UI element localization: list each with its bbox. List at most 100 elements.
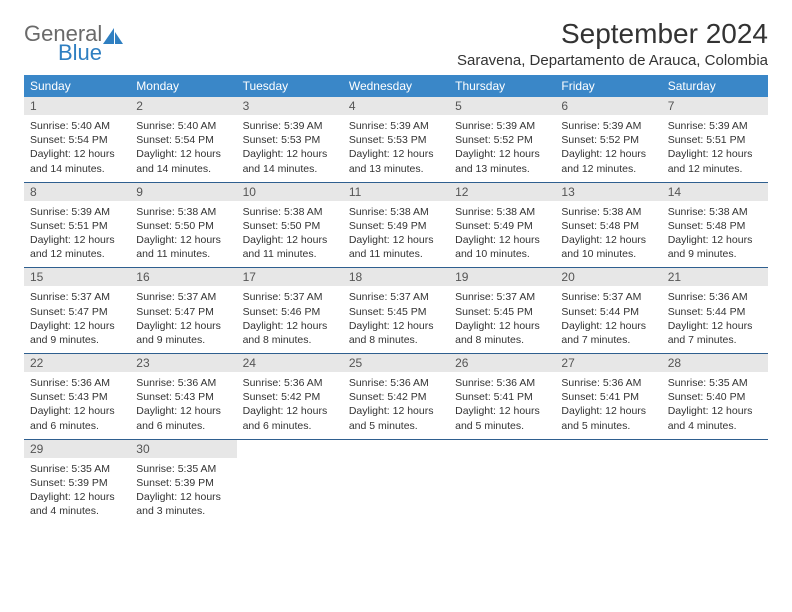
day-body: Sunrise: 5:39 AMSunset: 5:53 PMDaylight:…	[237, 115, 343, 182]
calendar-day-cell	[237, 439, 343, 524]
sunset-line: Sunset: 5:51 PM	[668, 133, 762, 147]
day-body: Sunrise: 5:39 AMSunset: 5:52 PMDaylight:…	[555, 115, 661, 182]
daylight-line: Daylight: 12 hours and 6 minutes.	[136, 404, 230, 432]
sunset-line: Sunset: 5:47 PM	[136, 305, 230, 319]
calendar-day-cell: 17Sunrise: 5:37 AMSunset: 5:46 PMDayligh…	[237, 268, 343, 354]
daylight-line: Daylight: 12 hours and 14 minutes.	[30, 147, 124, 175]
day-number: 28	[662, 354, 768, 372]
day-body: Sunrise: 5:37 AMSunset: 5:45 PMDaylight:…	[343, 286, 449, 353]
daylight-line: Daylight: 12 hours and 14 minutes.	[243, 147, 337, 175]
day-body: Sunrise: 5:40 AMSunset: 5:54 PMDaylight:…	[130, 115, 236, 182]
calendar-day-cell: 14Sunrise: 5:38 AMSunset: 5:48 PMDayligh…	[662, 182, 768, 268]
daylight-line: Daylight: 12 hours and 3 minutes.	[136, 490, 230, 518]
location: Saravena, Departamento de Arauca, Colomb…	[457, 52, 768, 69]
logo-text: General Blue	[24, 22, 102, 64]
day-number: 13	[555, 183, 661, 201]
calendar-day-cell: 26Sunrise: 5:36 AMSunset: 5:41 PMDayligh…	[449, 354, 555, 440]
calendar-day-cell: 1Sunrise: 5:40 AMSunset: 5:54 PMDaylight…	[24, 97, 130, 182]
day-body: Sunrise: 5:40 AMSunset: 5:54 PMDaylight:…	[24, 115, 130, 182]
day-number: 7	[662, 97, 768, 115]
calendar-day-cell: 20Sunrise: 5:37 AMSunset: 5:44 PMDayligh…	[555, 268, 661, 354]
daylight-line: Daylight: 12 hours and 7 minutes.	[561, 319, 655, 347]
day-body: Sunrise: 5:36 AMSunset: 5:43 PMDaylight:…	[130, 372, 236, 439]
sunset-line: Sunset: 5:45 PM	[455, 305, 549, 319]
daylight-line: Daylight: 12 hours and 12 minutes.	[561, 147, 655, 175]
weekday-header: Saturday	[662, 75, 768, 97]
sunset-line: Sunset: 5:45 PM	[349, 305, 443, 319]
day-body: Sunrise: 5:39 AMSunset: 5:53 PMDaylight:…	[343, 115, 449, 182]
sunset-line: Sunset: 5:53 PM	[243, 133, 337, 147]
sunset-line: Sunset: 5:40 PM	[668, 390, 762, 404]
sunset-line: Sunset: 5:50 PM	[136, 219, 230, 233]
calendar-day-cell: 5Sunrise: 5:39 AMSunset: 5:52 PMDaylight…	[449, 97, 555, 182]
calendar-day-cell: 16Sunrise: 5:37 AMSunset: 5:47 PMDayligh…	[130, 268, 236, 354]
sunrise-line: Sunrise: 5:38 AM	[561, 205, 655, 219]
sunrise-line: Sunrise: 5:38 AM	[455, 205, 549, 219]
sunset-line: Sunset: 5:52 PM	[455, 133, 549, 147]
sunset-line: Sunset: 5:43 PM	[30, 390, 124, 404]
day-body: Sunrise: 5:37 AMSunset: 5:44 PMDaylight:…	[555, 286, 661, 353]
weekday-header: Monday	[130, 75, 236, 97]
day-body: Sunrise: 5:36 AMSunset: 5:42 PMDaylight:…	[237, 372, 343, 439]
day-body: Sunrise: 5:36 AMSunset: 5:43 PMDaylight:…	[24, 372, 130, 439]
weekday-header: Tuesday	[237, 75, 343, 97]
sunrise-line: Sunrise: 5:36 AM	[668, 290, 762, 304]
weekday-header-row: SundayMondayTuesdayWednesdayThursdayFrid…	[24, 75, 768, 97]
day-number: 12	[449, 183, 555, 201]
sunset-line: Sunset: 5:50 PM	[243, 219, 337, 233]
calendar-day-cell: 3Sunrise: 5:39 AMSunset: 5:53 PMDaylight…	[237, 97, 343, 182]
daylight-line: Daylight: 12 hours and 4 minutes.	[30, 490, 124, 518]
day-number: 15	[24, 268, 130, 286]
day-body: Sunrise: 5:37 AMSunset: 5:47 PMDaylight:…	[130, 286, 236, 353]
day-body: Sunrise: 5:39 AMSunset: 5:52 PMDaylight:…	[449, 115, 555, 182]
day-number: 19	[449, 268, 555, 286]
sail-icon	[102, 26, 124, 51]
daylight-line: Daylight: 12 hours and 9 minutes.	[668, 233, 762, 261]
calendar-day-cell: 13Sunrise: 5:38 AMSunset: 5:48 PMDayligh…	[555, 182, 661, 268]
sunset-line: Sunset: 5:44 PM	[668, 305, 762, 319]
sunrise-line: Sunrise: 5:37 AM	[349, 290, 443, 304]
day-body: Sunrise: 5:35 AMSunset: 5:39 PMDaylight:…	[24, 458, 130, 525]
calendar-day-cell: 11Sunrise: 5:38 AMSunset: 5:49 PMDayligh…	[343, 182, 449, 268]
day-number: 5	[449, 97, 555, 115]
sunset-line: Sunset: 5:44 PM	[561, 305, 655, 319]
calendar-day-cell: 30Sunrise: 5:35 AMSunset: 5:39 PMDayligh…	[130, 439, 236, 524]
day-body: Sunrise: 5:38 AMSunset: 5:48 PMDaylight:…	[555, 201, 661, 268]
daylight-line: Daylight: 12 hours and 12 minutes.	[668, 147, 762, 175]
day-number: 17	[237, 268, 343, 286]
calendar-day-cell: 12Sunrise: 5:38 AMSunset: 5:49 PMDayligh…	[449, 182, 555, 268]
day-number: 26	[449, 354, 555, 372]
sunset-line: Sunset: 5:46 PM	[243, 305, 337, 319]
daylight-line: Daylight: 12 hours and 6 minutes.	[30, 404, 124, 432]
daylight-line: Daylight: 12 hours and 12 minutes.	[30, 233, 124, 261]
day-body: Sunrise: 5:38 AMSunset: 5:50 PMDaylight:…	[237, 201, 343, 268]
day-number: 11	[343, 183, 449, 201]
day-number: 6	[555, 97, 661, 115]
calendar-day-cell: 28Sunrise: 5:35 AMSunset: 5:40 PMDayligh…	[662, 354, 768, 440]
sunrise-line: Sunrise: 5:39 AM	[30, 205, 124, 219]
day-body: Sunrise: 5:38 AMSunset: 5:50 PMDaylight:…	[130, 201, 236, 268]
daylight-line: Daylight: 12 hours and 9 minutes.	[30, 319, 124, 347]
day-body: Sunrise: 5:37 AMSunset: 5:47 PMDaylight:…	[24, 286, 130, 353]
daylight-line: Daylight: 12 hours and 4 minutes.	[668, 404, 762, 432]
day-number: 4	[343, 97, 449, 115]
sunrise-line: Sunrise: 5:38 AM	[668, 205, 762, 219]
sunrise-line: Sunrise: 5:39 AM	[561, 119, 655, 133]
sunrise-line: Sunrise: 5:37 AM	[243, 290, 337, 304]
sunset-line: Sunset: 5:39 PM	[136, 476, 230, 490]
day-number: 3	[237, 97, 343, 115]
day-number: 22	[24, 354, 130, 372]
page-title: September 2024	[457, 18, 768, 50]
sunrise-line: Sunrise: 5:38 AM	[349, 205, 443, 219]
header: General Blue September 2024 Saravena, De…	[24, 18, 768, 69]
sunset-line: Sunset: 5:53 PM	[349, 133, 443, 147]
sunrise-line: Sunrise: 5:37 AM	[136, 290, 230, 304]
sunrise-line: Sunrise: 5:40 AM	[136, 119, 230, 133]
sunrise-line: Sunrise: 5:36 AM	[136, 376, 230, 390]
daylight-line: Daylight: 12 hours and 10 minutes.	[561, 233, 655, 261]
weekday-header: Friday	[555, 75, 661, 97]
calendar-week-row: 1Sunrise: 5:40 AMSunset: 5:54 PMDaylight…	[24, 97, 768, 182]
sunset-line: Sunset: 5:42 PM	[349, 390, 443, 404]
sunrise-line: Sunrise: 5:36 AM	[349, 376, 443, 390]
sunrise-line: Sunrise: 5:36 AM	[455, 376, 549, 390]
